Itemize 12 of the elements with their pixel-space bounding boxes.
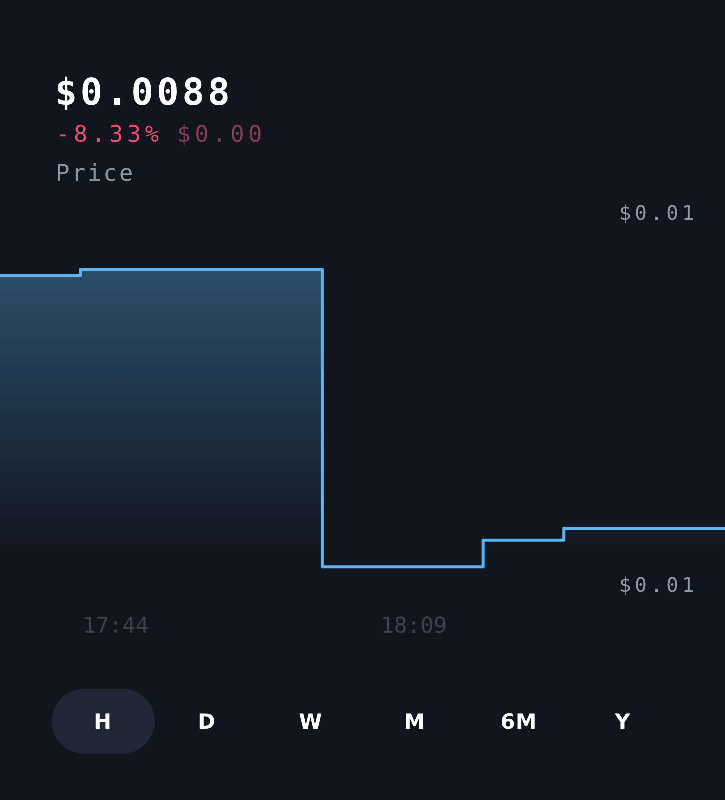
chart-title: $0.0088 bbox=[55, 71, 234, 114]
text: M bbox=[404, 710, 426, 734]
text: $0.01 bbox=[619, 573, 698, 597]
text: H bbox=[94, 710, 112, 734]
text: Price bbox=[56, 161, 136, 187]
text: D bbox=[198, 710, 216, 734]
text: $0.00 bbox=[177, 122, 266, 148]
text: Y bbox=[615, 710, 631, 734]
text: 6M bbox=[500, 710, 538, 734]
text: W bbox=[299, 710, 323, 734]
chart-subtitle: -8.33% bbox=[56, 122, 164, 148]
text: $0.01 bbox=[619, 201, 698, 225]
